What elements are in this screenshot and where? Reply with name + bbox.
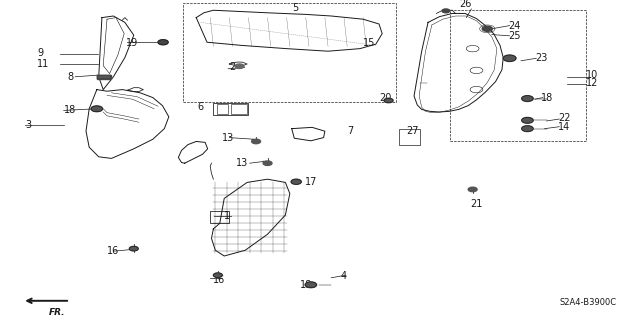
Circle shape	[468, 187, 477, 192]
Circle shape	[384, 98, 393, 103]
Circle shape	[305, 282, 317, 288]
Text: 12: 12	[586, 78, 598, 88]
Text: 1: 1	[224, 211, 231, 221]
Text: 13: 13	[222, 132, 234, 143]
Text: 11: 11	[37, 59, 49, 69]
Text: 16: 16	[107, 246, 119, 256]
Circle shape	[522, 96, 533, 101]
Text: 10: 10	[586, 70, 598, 80]
Text: 25: 25	[508, 31, 521, 41]
Text: 16: 16	[213, 275, 225, 285]
Circle shape	[522, 117, 533, 123]
Circle shape	[129, 246, 138, 251]
Text: 6: 6	[197, 102, 204, 112]
Circle shape	[442, 9, 450, 13]
Text: S2A4-B3900C: S2A4-B3900C	[559, 298, 617, 307]
Text: 26: 26	[459, 0, 471, 9]
Bar	[183, 3, 396, 102]
Circle shape	[213, 273, 222, 277]
Text: 9: 9	[37, 48, 43, 58]
Text: 19: 19	[126, 38, 138, 48]
Text: 7: 7	[347, 126, 354, 136]
Text: 5: 5	[292, 3, 298, 13]
Circle shape	[235, 64, 244, 68]
Circle shape	[291, 179, 301, 184]
Text: 15: 15	[363, 38, 375, 48]
Text: 14: 14	[558, 122, 570, 132]
Text: 13: 13	[236, 158, 248, 168]
Text: 8: 8	[67, 72, 73, 82]
Text: 18: 18	[300, 280, 312, 291]
Circle shape	[263, 161, 272, 165]
Text: 22: 22	[558, 113, 571, 124]
Circle shape	[91, 106, 103, 112]
Bar	[97, 75, 111, 79]
Circle shape	[158, 40, 168, 45]
Circle shape	[522, 126, 533, 132]
Circle shape	[503, 55, 516, 61]
Text: 20: 20	[379, 92, 391, 103]
Text: 17: 17	[304, 177, 317, 188]
Text: FR.: FR.	[49, 308, 66, 317]
Text: 24: 24	[508, 20, 520, 31]
Bar	[231, 104, 247, 114]
Bar	[210, 211, 229, 223]
Bar	[97, 75, 111, 79]
Text: 18: 18	[64, 105, 76, 116]
Bar	[213, 103, 248, 115]
Text: 21: 21	[470, 199, 483, 209]
Text: 27: 27	[406, 126, 419, 136]
Bar	[450, 10, 586, 141]
Circle shape	[482, 26, 492, 31]
Bar	[217, 104, 228, 114]
Text: 3: 3	[25, 120, 32, 130]
Text: 2: 2	[229, 62, 236, 72]
Text: 23: 23	[535, 53, 547, 63]
Circle shape	[252, 139, 261, 144]
Text: 18: 18	[541, 92, 554, 103]
Bar	[399, 129, 420, 145]
Text: 4: 4	[341, 271, 347, 281]
